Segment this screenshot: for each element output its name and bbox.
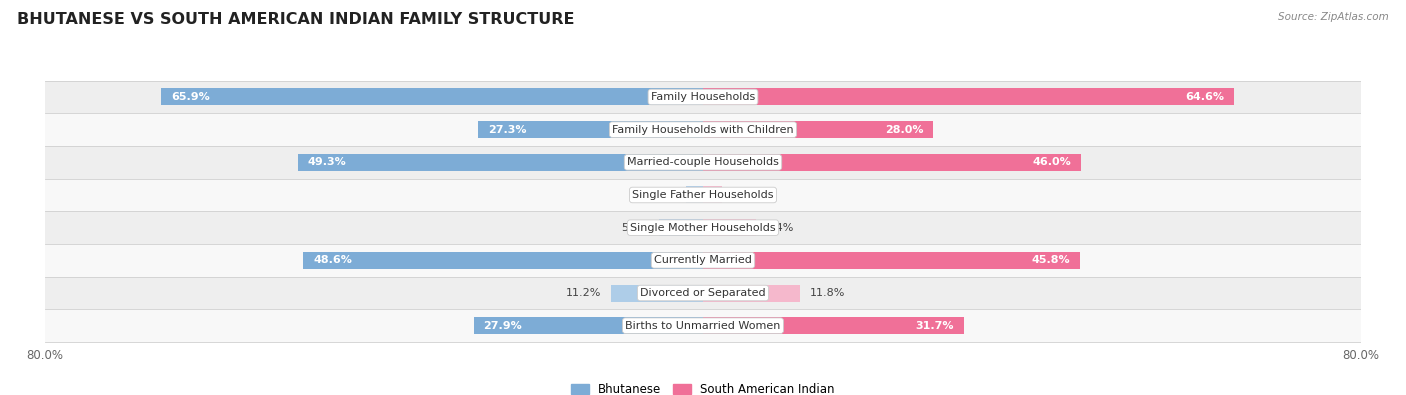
Bar: [45, 113, 1361, 146]
Text: Family Households with Children: Family Households with Children: [612, 125, 794, 135]
Text: 46.0%: 46.0%: [1033, 157, 1071, 167]
Bar: [703, 186, 721, 203]
Text: 5.3%: 5.3%: [621, 223, 650, 233]
Text: 64.6%: 64.6%: [1185, 92, 1225, 102]
Text: Divorced or Separated: Divorced or Separated: [640, 288, 766, 298]
Bar: [45, 276, 1361, 309]
Bar: [610, 284, 703, 301]
Bar: [703, 219, 755, 236]
Bar: [304, 252, 703, 269]
Text: BHUTANESE VS SOUTH AMERICAN INDIAN FAMILY STRUCTURE: BHUTANESE VS SOUTH AMERICAN INDIAN FAMIL…: [17, 12, 575, 27]
Bar: [686, 186, 703, 203]
Text: 11.8%: 11.8%: [810, 288, 845, 298]
Text: Single Father Households: Single Father Households: [633, 190, 773, 200]
Bar: [474, 317, 703, 334]
Bar: [703, 88, 1234, 105]
Bar: [703, 121, 934, 138]
Text: 45.8%: 45.8%: [1031, 255, 1070, 265]
Text: Source: ZipAtlas.com: Source: ZipAtlas.com: [1278, 12, 1389, 22]
Text: 27.3%: 27.3%: [488, 125, 527, 135]
Bar: [703, 154, 1081, 171]
Bar: [703, 252, 1080, 269]
Bar: [45, 211, 1361, 244]
Text: Single Mother Households: Single Mother Households: [630, 223, 776, 233]
Bar: [45, 244, 1361, 276]
Text: 31.7%: 31.7%: [915, 321, 953, 331]
Bar: [703, 284, 800, 301]
Text: 6.4%: 6.4%: [765, 223, 794, 233]
Text: Married-couple Households: Married-couple Households: [627, 157, 779, 167]
Text: 2.3%: 2.3%: [731, 190, 761, 200]
Bar: [478, 121, 703, 138]
Legend: Bhutanese, South American Indian: Bhutanese, South American Indian: [571, 383, 835, 395]
Text: Currently Married: Currently Married: [654, 255, 752, 265]
Bar: [45, 81, 1361, 113]
Bar: [160, 88, 703, 105]
Bar: [298, 154, 703, 171]
Bar: [659, 219, 703, 236]
Text: 28.0%: 28.0%: [884, 125, 924, 135]
Bar: [703, 317, 963, 334]
Text: Family Households: Family Households: [651, 92, 755, 102]
Text: Births to Unmarried Women: Births to Unmarried Women: [626, 321, 780, 331]
Bar: [45, 309, 1361, 342]
Bar: [45, 146, 1361, 179]
Bar: [45, 179, 1361, 211]
Text: 2.1%: 2.1%: [648, 190, 676, 200]
Text: 48.6%: 48.6%: [314, 255, 352, 265]
Text: 65.9%: 65.9%: [172, 92, 209, 102]
Text: 27.9%: 27.9%: [484, 321, 522, 331]
Text: 49.3%: 49.3%: [308, 157, 346, 167]
Text: 11.2%: 11.2%: [565, 288, 600, 298]
